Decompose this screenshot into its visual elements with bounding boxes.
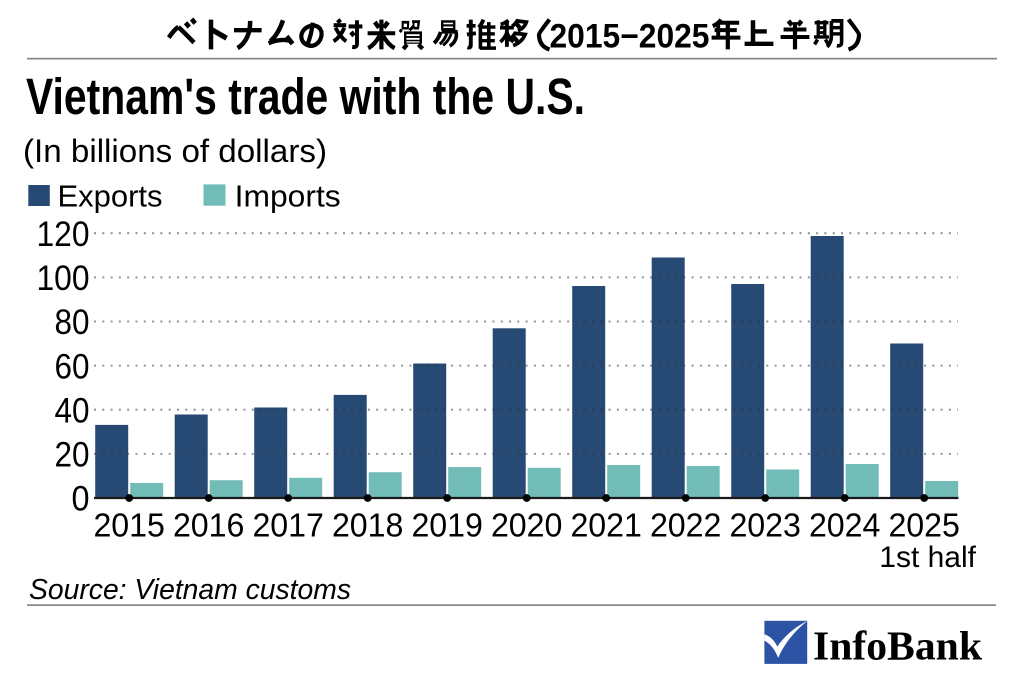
svg-text:100: 100 [37, 259, 90, 298]
svg-text:20: 20 [55, 436, 90, 475]
svg-text:2015: 2015 [93, 507, 165, 544]
svg-text:40: 40 [55, 391, 90, 430]
svg-text:2022: 2022 [650, 507, 722, 544]
svg-text:2019: 2019 [411, 507, 483, 544]
svg-text:(In billions of dollars): (In billions of dollars) [23, 133, 327, 169]
svg-text:Exports: Exports [58, 179, 163, 214]
svg-text:Vietnam's trade with the U.S.: Vietnam's trade with the U.S. [26, 68, 585, 125]
svg-text:2018: 2018 [332, 507, 404, 544]
svg-text:60: 60 [55, 347, 90, 386]
svg-text:InfoBank: InfoBank [813, 623, 982, 669]
svg-text:2016: 2016 [173, 507, 245, 544]
svg-text:1st half: 1st half [879, 541, 976, 574]
svg-text:2020: 2020 [491, 507, 563, 544]
svg-text:2021: 2021 [570, 507, 642, 544]
svg-text:2024: 2024 [809, 507, 881, 544]
svg-text:Imports: Imports [235, 179, 341, 214]
svg-text:2023: 2023 [729, 507, 801, 544]
svg-text:80: 80 [55, 303, 90, 342]
svg-text:0: 0 [72, 480, 90, 519]
svg-text:2017: 2017 [252, 507, 324, 544]
svg-text:2025: 2025 [888, 507, 960, 544]
svg-text:120: 120 [37, 215, 90, 254]
svg-text:Source: Vietnam customs: Source: Vietnam customs [29, 574, 351, 606]
svg-text:2015−2025: 2015−2025 [550, 17, 710, 55]
